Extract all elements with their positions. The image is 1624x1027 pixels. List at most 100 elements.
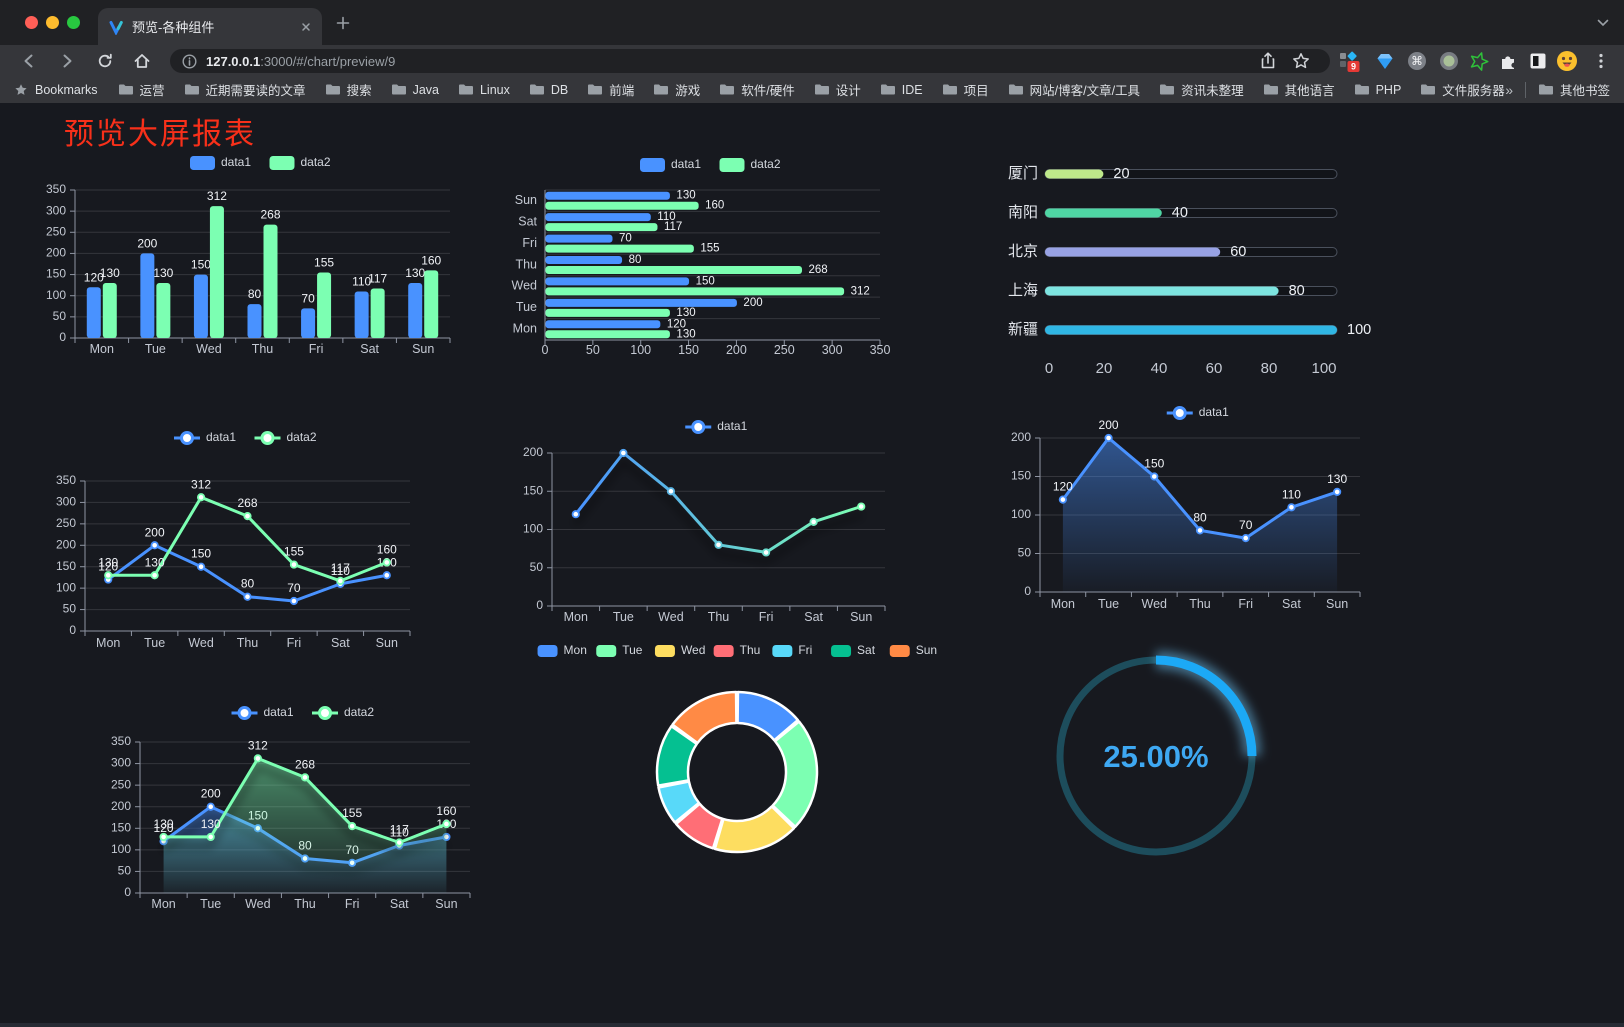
data-point: [253, 754, 262, 763]
bookmark-item[interactable]: PHP: [1354, 83, 1401, 97]
chart-text: 268: [260, 208, 280, 222]
home-button[interactable]: [131, 50, 153, 72]
forward-button[interactable]: [56, 50, 78, 72]
legend-item[interactable]: data2: [269, 155, 331, 170]
chart-text: Mon: [513, 322, 537, 336]
chart-text: 130: [98, 555, 118, 569]
data-point: [382, 571, 391, 580]
legend-item[interactable]: Fri: [772, 643, 812, 657]
bookmarks-overflow-chevron[interactable]: »: [1505, 81, 1513, 98]
legend-item[interactable]: data1: [231, 705, 294, 720]
legend-item[interactable]: Tue: [596, 643, 643, 657]
bookmark-item[interactable]: 软件/硬件: [719, 80, 795, 99]
chart-text: Sat: [360, 342, 379, 356]
legend-item[interactable]: data2: [312, 705, 374, 720]
data-point: [336, 576, 345, 585]
bookmark-item[interactable]: 设计: [814, 80, 861, 99]
bookmark-item[interactable]: 网站/博客/文章/工具: [1008, 80, 1140, 99]
site-info-icon[interactable]: [182, 53, 197, 69]
bookmark-item[interactable]: 运营: [118, 80, 165, 99]
bookmark-list: 运营 近期需要读的文章 搜索 Java Linux DB 前端 游戏 软件/硬件 设计 IDE 项目 网…: [118, 80, 1506, 99]
legend-item[interactable]: data1: [190, 155, 251, 170]
bookmark-item[interactable]: 文件服务器: [1420, 80, 1505, 99]
legend-item[interactable]: Sat: [831, 643, 876, 657]
chart-text: 150: [696, 275, 715, 287]
chart-text: 80: [1289, 283, 1305, 299]
extension-shortcuts-icon[interactable]: 9: [1336, 48, 1362, 74]
chart-text: 100: [46, 288, 66, 302]
browser-menu-icon[interactable]: [1588, 48, 1614, 74]
bookmark-item[interactable]: 搜索: [325, 80, 372, 99]
extension-star-icon[interactable]: [1466, 48, 1492, 74]
extension-contrast-icon[interactable]: [1525, 48, 1551, 74]
extensions-puzzle-icon[interactable]: [1495, 48, 1521, 74]
chart-text: 300: [822, 343, 843, 357]
data-point: [300, 773, 310, 782]
extension-record-icon[interactable]: [1436, 48, 1462, 74]
minimize-window-button[interactable]: [46, 15, 59, 29]
bookmark-item[interactable]: Linux: [458, 83, 510, 97]
url-bar[interactable]: 127.0.0.1:3000/#/chart/preview/9: [170, 49, 1330, 73]
close-window-button[interactable]: [25, 15, 38, 29]
folder-icon: [391, 84, 406, 95]
folder-icon: [1421, 84, 1436, 95]
chart-text: Sun: [435, 897, 457, 911]
bookmark-label: 其他语言: [1284, 84, 1335, 98]
extension-command-icon[interactable]: ⌘: [1404, 48, 1430, 74]
legend-item[interactable]: Mon: [537, 643, 587, 657]
bookmark-star-icon[interactable]: [1288, 48, 1314, 74]
bookmark-item[interactable]: 前端: [587, 80, 634, 99]
bookmark-item-root[interactable]: Bookmarks: [14, 83, 98, 97]
legend-item[interactable]: data1: [174, 430, 236, 445]
reload-button[interactable]: [94, 50, 116, 72]
bookmark-item[interactable]: 项目: [942, 80, 989, 99]
window-chevron-down-icon[interactable]: [1595, 15, 1611, 31]
chart-text: 20: [1113, 166, 1129, 182]
bookmark-item[interactable]: 游戏: [653, 80, 700, 99]
legend-item[interactable]: data1: [640, 157, 701, 172]
bar: [545, 320, 661, 329]
folder-icon: [588, 84, 603, 95]
bookmark-item-other[interactable]: 其他书签: [1538, 80, 1610, 99]
new-tab-button[interactable]: [332, 12, 354, 34]
tab-title: 预览-各种组件: [132, 20, 215, 35]
chart-text: 新疆: [1008, 321, 1038, 338]
legend-item[interactable]: data2: [719, 157, 781, 172]
data-point: [348, 822, 357, 831]
extension-emoji-icon[interactable]: [1554, 48, 1580, 74]
data-point: [159, 832, 168, 842]
chart-text: 70: [1239, 518, 1253, 532]
bookmark-item[interactable]: IDE: [880, 83, 923, 97]
legend-item[interactable]: data2: [254, 430, 317, 445]
legend-item[interactable]: Sun: [889, 643, 937, 657]
legend-item[interactable]: data1: [685, 419, 748, 434]
zoom-window-button[interactable]: [67, 15, 80, 29]
chart-text: 155: [284, 545, 304, 559]
bookmark-item[interactable]: Java: [391, 83, 439, 97]
chart-text: Sun: [376, 636, 398, 650]
legend-item[interactable]: Wed: [654, 643, 705, 657]
chart-text: 200: [743, 297, 762, 309]
extension-gem-icon[interactable]: [1372, 48, 1398, 74]
line-chart: 0 50 100 150 200 Mon Tue Wed Thu Fri Sat Sun data1: [523, 419, 886, 624]
data-point: [619, 448, 628, 458]
bookmark-item[interactable]: DB: [529, 83, 568, 97]
bookmark-item[interactable]: 资讯未整理: [1159, 80, 1244, 99]
url-host: 127.0.0.1: [206, 53, 261, 69]
share-icon[interactable]: [1255, 48, 1281, 74]
tab-close-icon[interactable]: [300, 21, 312, 33]
folder-icon: [325, 84, 340, 95]
back-button[interactable]: [18, 50, 40, 72]
chart-text: 150: [46, 267, 66, 281]
browser-tab[interactable]: 预览-各种组件: [98, 8, 322, 45]
data-point: [243, 592, 252, 601]
legend-item[interactable]: data1: [1166, 405, 1229, 420]
bar: [263, 224, 278, 338]
data-point: [150, 541, 159, 550]
bookmark-item[interactable]: 近期需要读的文章: [184, 80, 306, 99]
bookmark-item[interactable]: 其他语言: [1263, 80, 1335, 99]
legend-item[interactable]: Thu: [713, 643, 761, 657]
chart-text: 150: [111, 820, 131, 834]
page-content: 预览大屏报表 0 50 100 150 200 250 300 350 Mon 120 130 Tue…: [0, 103, 1624, 1023]
chart-text: 150: [523, 483, 543, 497]
